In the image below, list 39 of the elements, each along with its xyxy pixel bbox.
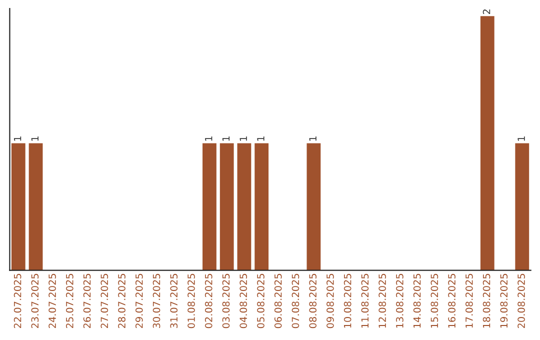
x-tick-label: 26.07.2025 xyxy=(83,274,91,328)
x-tick-label: 10.08.2025 xyxy=(344,274,352,328)
x-tick-label: 01.08.2025 xyxy=(188,274,195,328)
x-tick-label: 24.07.2025 xyxy=(48,274,56,328)
x-tick-label: 25.07.2025 xyxy=(66,274,74,328)
x-tick-label: 12.08.2025 xyxy=(378,274,386,328)
data-label: 1 xyxy=(205,136,212,141)
x-tick-label: 08.08.2025 xyxy=(309,274,317,328)
x-tick-label: 15.08.2025 xyxy=(430,274,438,328)
data-label: 1 xyxy=(257,136,264,141)
x-tick-label: 19.08.2025 xyxy=(500,274,508,328)
x-tick-label: 11.08.2025 xyxy=(361,274,369,328)
x-tick-label: 31.07.2025 xyxy=(170,274,178,328)
x-tick-label: 30.07.2025 xyxy=(152,274,160,328)
x-tick-label: 07.08.2025 xyxy=(292,274,300,328)
x-tick-label: 14.08.2025 xyxy=(413,274,421,328)
data-label: 1 xyxy=(31,136,38,141)
x-tick-label: 18.08.2025 xyxy=(482,274,490,328)
x-tick-label: 02.08.2025 xyxy=(204,274,212,328)
x-tick-label: 16.08.2025 xyxy=(448,274,456,328)
x-tick-label: 22.07.2025 xyxy=(14,274,22,328)
x-tick-label: 03.08.2025 xyxy=(222,274,230,328)
x-tick-label: 04.08.2025 xyxy=(240,274,248,328)
x-tick-label: 05.08.2025 xyxy=(257,274,264,328)
x-tick-label: 20.08.2025 xyxy=(518,274,525,328)
x-tick-label: 27.07.2025 xyxy=(100,274,108,328)
data-label: 2 xyxy=(482,10,490,14)
x-tick-label: 23.07.2025 xyxy=(31,274,39,328)
x-tick-label: 09.08.2025 xyxy=(326,274,334,328)
x-tick-label: 06.08.2025 xyxy=(274,274,282,328)
x-tick-label: 29.07.2025 xyxy=(135,274,143,328)
data-label: 1 xyxy=(14,136,22,141)
data-label: 1 xyxy=(240,136,247,141)
data-label: 1 xyxy=(222,136,230,141)
x-tick-label: 17.08.2025 xyxy=(465,274,473,328)
x-tick-label: 13.08.2025 xyxy=(396,274,404,328)
data-label: 1 xyxy=(518,136,525,141)
data-label: 1 xyxy=(309,136,316,141)
x-tick-label: 28.07.2025 xyxy=(118,274,126,328)
